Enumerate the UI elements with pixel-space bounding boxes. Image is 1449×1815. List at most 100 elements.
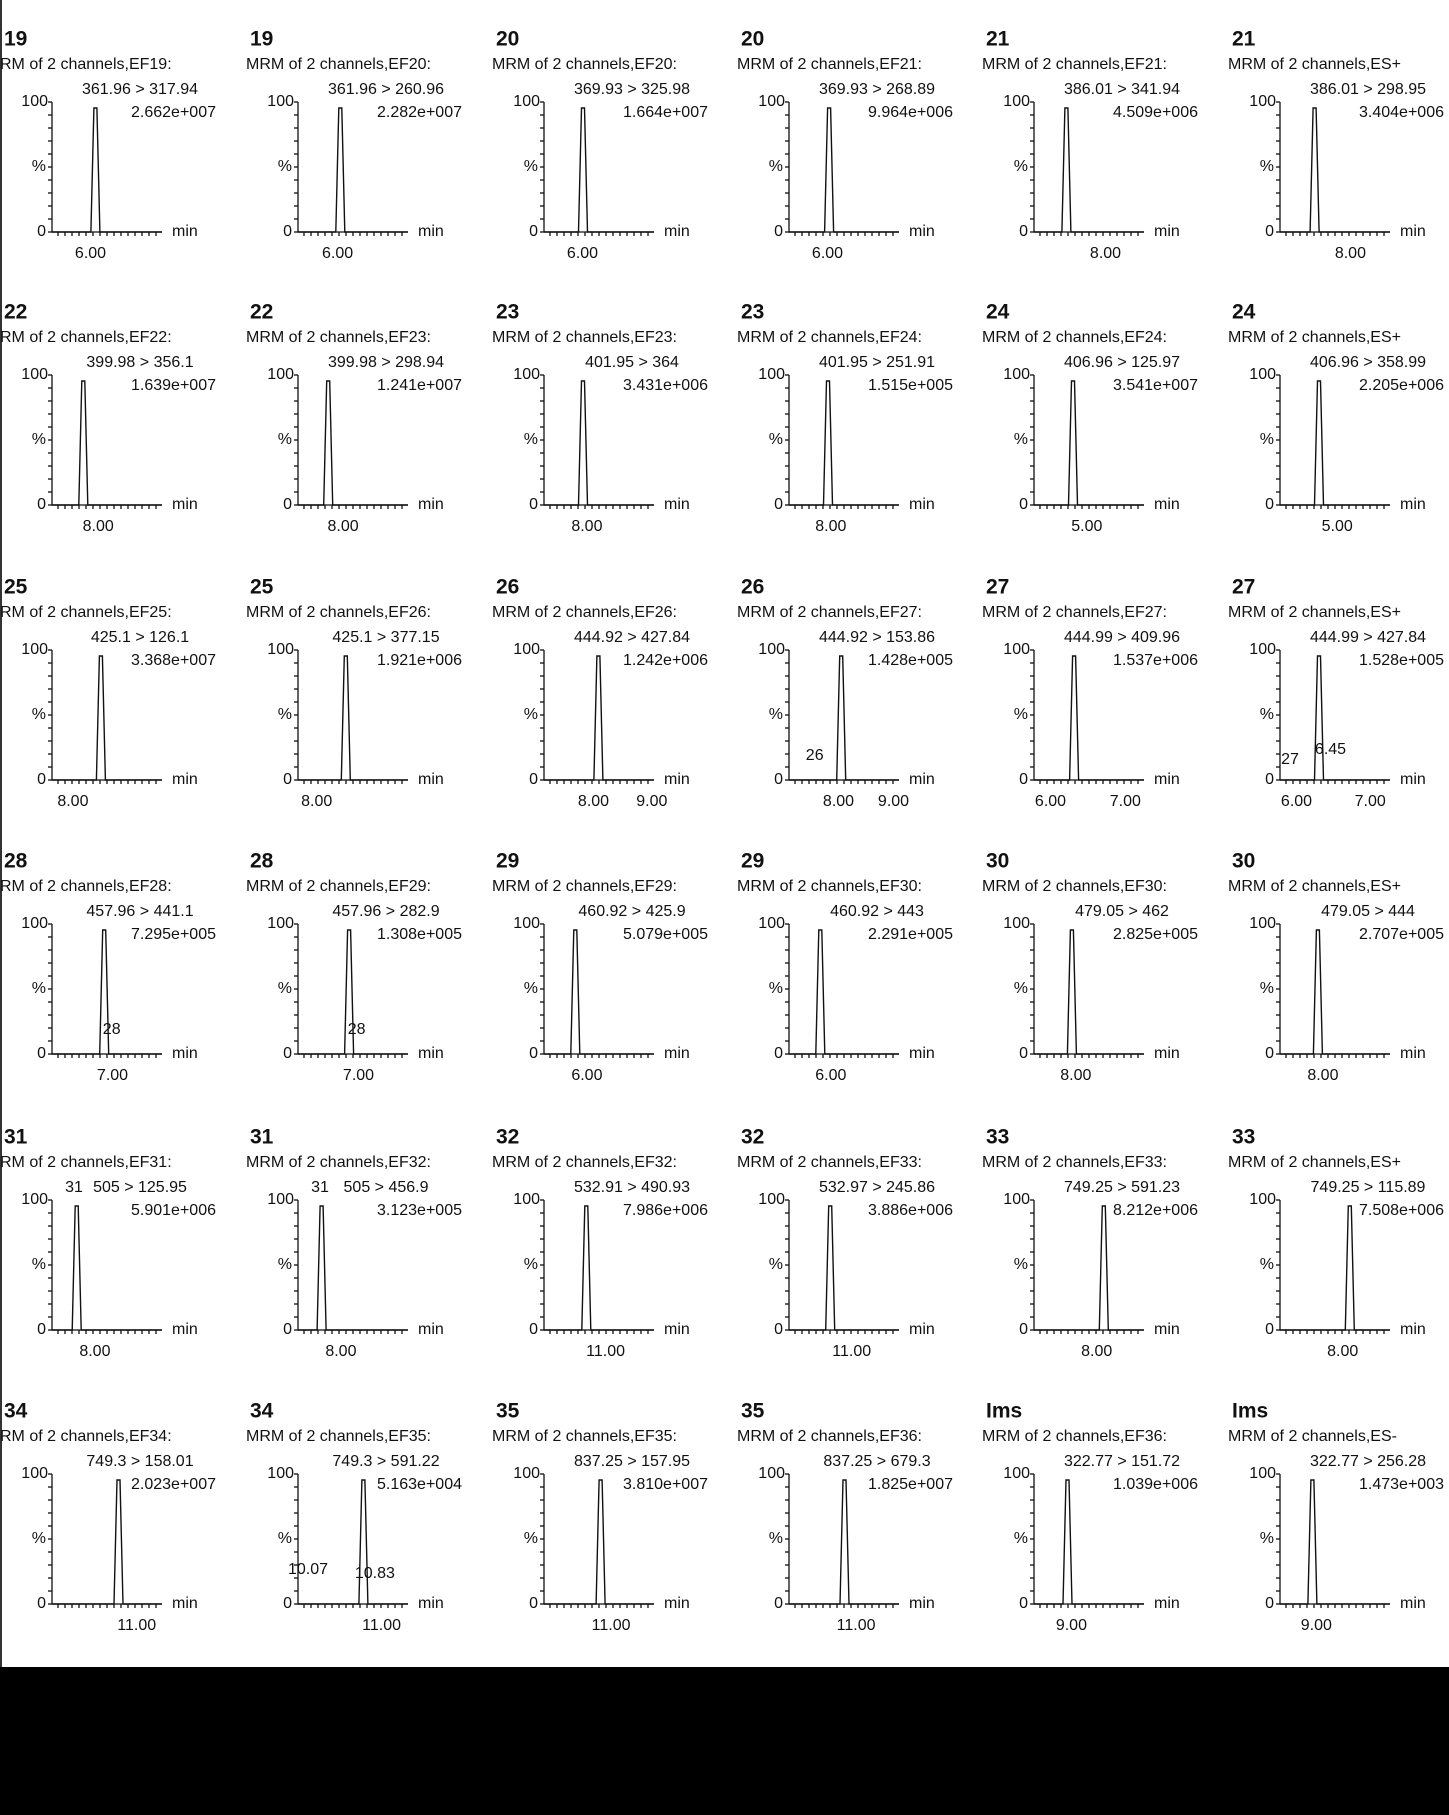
peak-annotation: 27 xyxy=(1281,751,1299,768)
y-label-mid: % xyxy=(278,706,292,723)
peak xyxy=(1280,107,1390,233)
transition: 406.96 > 358.99 xyxy=(1310,354,1426,371)
y-label-top: 100 xyxy=(513,915,540,932)
chromatogram-panel: 23 MRM of 2 channels,EF23: 401.95 > 364 3.4… xyxy=(492,301,708,536)
channel-label: MRM of 2 channels,EF33: xyxy=(737,1154,922,1171)
peak xyxy=(298,1205,408,1331)
y-label-zero: 0 xyxy=(774,1595,783,1612)
compound-number: 30 xyxy=(1232,850,1255,873)
peak xyxy=(298,1479,408,1605)
intensity: 5.901e+006 xyxy=(131,1202,216,1219)
compound-number: 26 xyxy=(496,576,519,599)
intensity: 1.664e+007 xyxy=(623,104,708,121)
y-label-mid: % xyxy=(1260,431,1274,448)
channel-label: MRM of 2 channels,EF23: xyxy=(492,329,677,346)
y-label-mid: % xyxy=(32,706,46,723)
y-label-zero: 0 xyxy=(1265,496,1274,513)
x-unit: min xyxy=(909,1595,935,1612)
y-label-top: 100 xyxy=(21,93,48,110)
x-unit: min xyxy=(418,496,444,513)
intensity: 4.509e+006 xyxy=(1113,104,1198,121)
chromatogram-panel: Ims MRM of 2 channels,EF36: 322.77 > 151.7… xyxy=(982,1400,1198,1635)
peak xyxy=(789,1205,899,1331)
transition: 457.96 > 282.9 xyxy=(332,903,439,920)
x-tick-label: 6.00 xyxy=(1035,793,1066,810)
peak xyxy=(789,929,899,1055)
intensity: 2.023e+007 xyxy=(131,1476,216,1493)
x-tick-label: 8.00 xyxy=(823,793,854,810)
compound-number: 27 xyxy=(986,576,1009,599)
channel-label: RM of 2 channels,EF31: xyxy=(0,1154,172,1171)
intensity: 3.368e+007 xyxy=(131,652,216,669)
y-label-zero: 0 xyxy=(1265,1045,1274,1062)
x-tick-label: 7.00 xyxy=(1355,793,1386,810)
channel-label: MRM of 2 channels,EF30: xyxy=(737,878,922,895)
channel-label: MRM of 2 channels,EF33: xyxy=(982,1154,1167,1171)
compound-number: 26 xyxy=(741,576,764,599)
peak-annotation: 26 xyxy=(806,747,824,764)
transition: 406.96 > 125.97 xyxy=(1064,354,1180,371)
y-label-top: 100 xyxy=(1249,1465,1276,1482)
chromatogram-panel: 19 RM of 2 channels,EF19: 361.96 > 317.94 2… xyxy=(0,28,216,263)
x-unit: min xyxy=(1154,1045,1180,1062)
peak xyxy=(52,380,162,506)
x-unit: min xyxy=(1400,1321,1426,1338)
chromatogram-panel: 25 MRM of 2 channels,EF26: 425.1 > 377.15 1… xyxy=(246,576,462,811)
compound-number: 30 xyxy=(986,850,1009,873)
x-tick-label: 9.00 xyxy=(1301,1617,1332,1634)
transition: 505 > 125.95 xyxy=(93,1179,187,1196)
y-label-mid: % xyxy=(769,706,783,723)
chromatogram-panel: 20 MRM of 2 channels,EF21: 369.93 > 268.89… xyxy=(737,28,953,263)
y-label-mid: % xyxy=(769,158,783,175)
x-unit: min xyxy=(1400,771,1426,788)
x-unit: min xyxy=(172,771,198,788)
transition: 532.91 > 490.93 xyxy=(574,1179,690,1196)
x-tick-label: 6.00 xyxy=(815,1067,846,1084)
y-label-mid: % xyxy=(769,980,783,997)
y-label-top: 100 xyxy=(1249,641,1276,658)
x-unit: min xyxy=(664,1045,690,1062)
y-label-zero: 0 xyxy=(1019,1045,1028,1062)
transition: 425.1 > 377.15 xyxy=(332,629,439,646)
x-unit: min xyxy=(1400,1045,1426,1062)
peak xyxy=(1034,1479,1144,1605)
channel-label: RM of 2 channels,EF25: xyxy=(0,604,172,621)
x-unit: min xyxy=(418,223,444,240)
transition: 369.93 > 268.89 xyxy=(819,81,935,98)
y-label-zero: 0 xyxy=(529,1045,538,1062)
x-unit: min xyxy=(1400,1595,1426,1612)
y-label-top: 100 xyxy=(1003,915,1030,932)
channel-label: MRM of 2 channels,ES+ xyxy=(1228,329,1401,346)
transition: 749.25 > 591.23 xyxy=(1064,1179,1180,1196)
y-label-zero: 0 xyxy=(529,496,538,513)
peak xyxy=(544,1205,654,1331)
peak xyxy=(1280,1205,1390,1331)
compound-number: 24 xyxy=(1232,301,1256,324)
transition: 425.1 > 126.1 xyxy=(91,629,189,646)
compound-number: 19 xyxy=(4,28,27,51)
channel-label: MRM of 2 channels,EF35: xyxy=(246,1428,431,1445)
intensity: 7.508e+006 xyxy=(1359,1202,1444,1219)
y-label-top: 100 xyxy=(1003,1191,1030,1208)
x-unit: min xyxy=(172,1321,198,1338)
y-label-zero: 0 xyxy=(37,771,46,788)
compound-number: 33 xyxy=(986,1126,1009,1149)
chromatogram-panel: 33 MRM of 2 channels,ES+ 749.25 > 115.89 7.… xyxy=(1228,1126,1444,1361)
chromatogram-panel: 20 MRM of 2 channels,EF20: 369.93 > 325.98… xyxy=(492,28,708,263)
y-label-mid: % xyxy=(32,980,46,997)
channel-label: MRM of 2 channels,ES+ xyxy=(1228,1154,1401,1171)
chromatogram-panel: 31 MRM of 2 channels,EF32: 505 > 456.9 3.12… xyxy=(246,1126,462,1361)
channel-label: RM of 2 channels,EF34: xyxy=(0,1428,172,1445)
chromatogram-panel: 19 MRM of 2 channels,EF20: 361.96 > 260.96… xyxy=(246,28,462,263)
y-label-top: 100 xyxy=(513,1465,540,1482)
peak-annotation: 10.83 xyxy=(355,1565,395,1582)
channel-label: MRM of 2 channels,EF29: xyxy=(492,878,677,895)
intensity: 1.639e+007 xyxy=(131,377,216,394)
chromatogram-panel: 35 MRM of 2 channels,EF35: 837.25 > 157.95… xyxy=(492,1400,708,1635)
transition: 386.01 > 298.95 xyxy=(1310,81,1426,98)
y-label-top: 100 xyxy=(513,366,540,383)
peak xyxy=(1034,1205,1144,1331)
compound-number: 19 xyxy=(250,28,273,51)
channel-label: MRM of 2 channels,EF35: xyxy=(492,1428,677,1445)
y-label-zero: 0 xyxy=(1019,1595,1028,1612)
